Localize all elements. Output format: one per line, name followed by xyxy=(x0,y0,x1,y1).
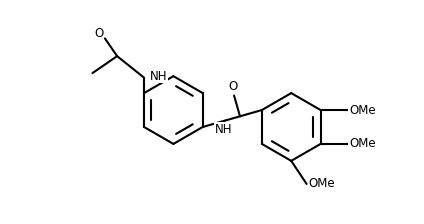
Text: OMe: OMe xyxy=(349,137,376,151)
Text: O: O xyxy=(94,27,103,40)
Text: OMe: OMe xyxy=(349,103,376,116)
Text: OMe: OMe xyxy=(308,177,335,190)
Text: O: O xyxy=(228,80,237,93)
Text: NH: NH xyxy=(215,123,232,136)
Text: NH: NH xyxy=(150,70,168,83)
